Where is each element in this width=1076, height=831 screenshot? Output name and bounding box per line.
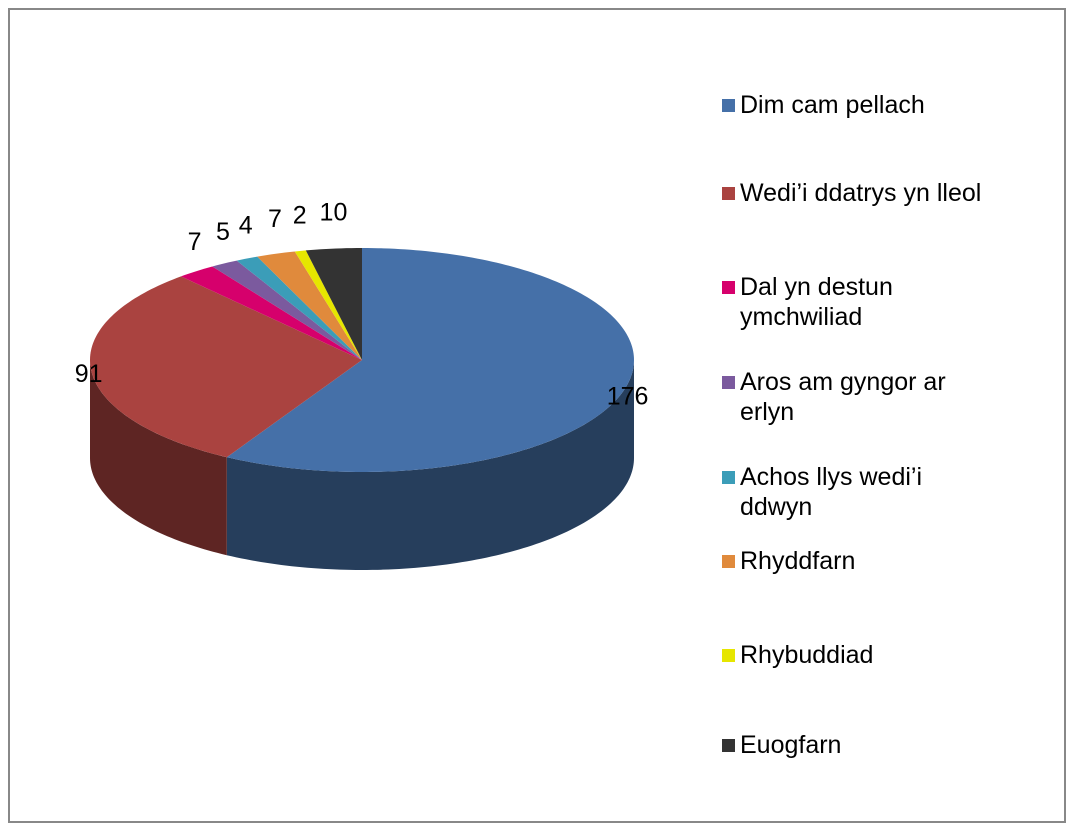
legend-item: Euogfarn [722,730,1060,760]
legend-item: Aros am gyngor ar erlyn [722,367,980,427]
pie-side [90,360,227,556]
legend-label: Rhybuddiad [740,641,874,669]
legend-label: Dim cam pellach [740,91,925,119]
legend-swatch [722,187,735,200]
legend-label: Aros am gyngor ar erlyn [740,368,946,426]
pie-slice [212,260,362,360]
data-label: 91 [75,360,103,388]
pie-slice [236,256,362,360]
data-label: 5 [216,218,230,246]
data-label: 176 [607,382,649,410]
legend-item: Achos llys wedi’i ddwyn [722,462,980,522]
data-label: 4 [239,211,253,239]
legend-item: Rhyddfarn [722,546,1060,576]
legend-label: Achos llys wedi’i ddwyn [740,463,923,521]
data-label: 7 [188,228,202,256]
pie-slice [294,250,362,360]
legend-label: Euogfarn [740,731,842,759]
pie-slice [305,248,362,360]
legend-label: Dal yn destun ymchwiliad [740,273,893,331]
data-label: 10 [320,198,348,226]
legend-item: Dal yn destun ymchwiliad [722,272,980,332]
legend-swatch [722,99,735,112]
pie-slice [226,248,634,472]
pie-slice [180,266,362,360]
legend-item: Wedi’i ddatrys yn lleol [722,178,1060,208]
pie-slice [90,276,362,458]
pie-slice [257,251,362,360]
legend-swatch [722,281,735,294]
pie-side [226,360,634,570]
data-label: 7 [268,205,282,233]
data-label: 2 [293,201,307,229]
legend-item: Rhybuddiad [722,640,1060,670]
legend-label: Rhyddfarn [740,547,856,575]
legend-swatch [722,649,735,662]
legend-swatch [722,376,735,389]
legend-swatch [722,555,735,568]
legend-label: Wedi’i ddatrys yn lleol [740,179,982,207]
legend-swatch [722,471,735,484]
legend-item: Dim cam pellach [722,90,1060,120]
legend-swatch [722,739,735,752]
